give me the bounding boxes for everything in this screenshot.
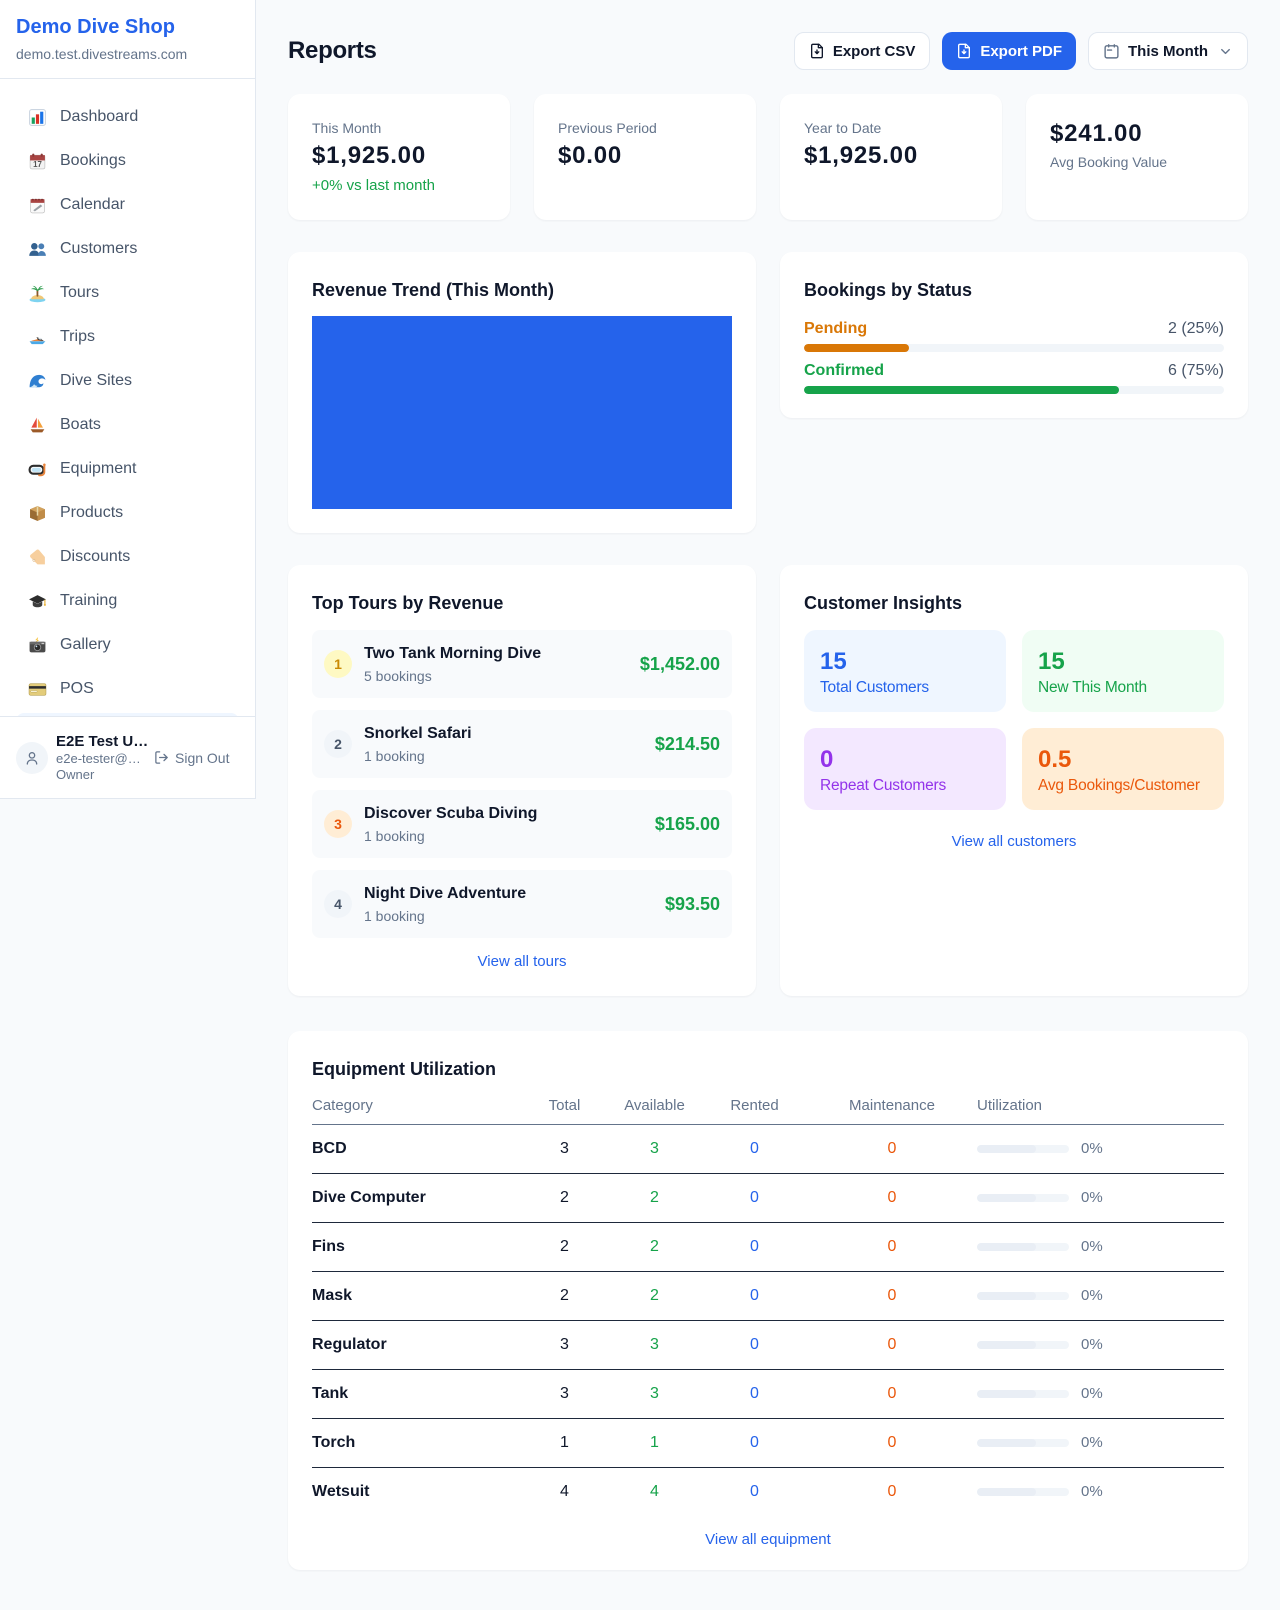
svg-text:17: 17 bbox=[33, 159, 42, 168]
